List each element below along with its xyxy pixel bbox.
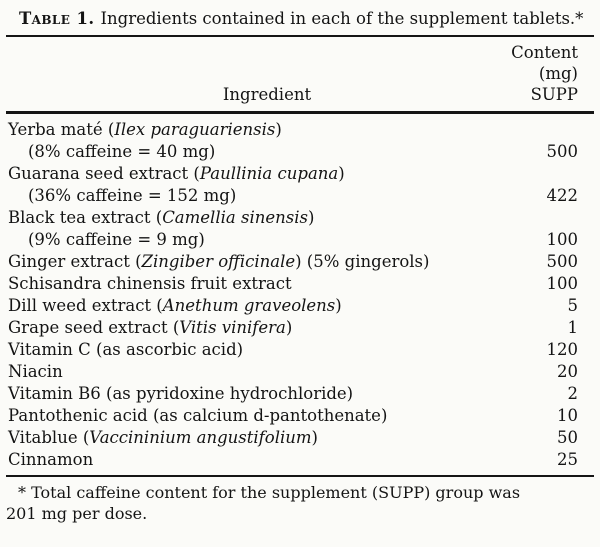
content-header-line-1: Content xyxy=(511,43,578,62)
ingredient-text: Vitablue (Vaccininium angustifolium) xyxy=(8,428,318,447)
content-value: 10 xyxy=(557,406,578,425)
column-header-content: Content (mg) SUPP xyxy=(468,42,594,105)
table-row-line: (9% caffeine = 9 mg) 100 xyxy=(6,229,594,251)
content-value xyxy=(506,163,594,185)
caption-text: Ingredients contained in each of the sup… xyxy=(100,9,584,28)
content-value: 422 xyxy=(546,186,579,205)
content-value xyxy=(506,119,594,141)
table-row-line: Ginger extract (Zingiber officinale) (5%… xyxy=(6,251,594,273)
header-rule xyxy=(6,111,594,114)
table-row-line: Vitamin C (as ascorbic acid) 120 xyxy=(6,339,594,361)
ingredient-text: Yerba maté (Ilex paraguariensis) xyxy=(8,120,282,139)
table-row-line: Vitablue (Vaccininium angustifolium) 50 xyxy=(6,427,594,449)
content-value: 1 xyxy=(567,318,579,337)
table-header: Ingredient Content (mg) SUPP xyxy=(6,37,594,111)
table-row-line: (8% caffeine = 40 mg) 500 xyxy=(6,141,594,163)
ingredient-text: Black tea extract (Camellia sinensis) xyxy=(8,208,315,227)
column-header-ingredient: Ingredient xyxy=(222,85,312,104)
ingredient-text: Ginger extract (Zingiber officinale) (5%… xyxy=(8,252,430,271)
ingredient-text: Dill weed extract (Anethum graveolens) xyxy=(8,296,342,315)
table-body: Yerba maté (Ilex paraguariensis) (8% caff… xyxy=(6,114,594,475)
table-row-line: Pantothenic acid (as calcium d-pantothen… xyxy=(6,405,594,427)
ingredient-text: (36% caffeine = 152 mg) xyxy=(28,186,237,205)
ingredient-text: Niacin xyxy=(8,362,63,381)
footnote-line-1: * Total caffeine content for the supplem… xyxy=(18,483,521,502)
content-value xyxy=(506,207,594,229)
table-row-line: Dill weed extract (Anethum graveolens) 5 xyxy=(6,295,594,317)
table-row-line: Black tea extract (Camellia sinensis) xyxy=(6,207,594,229)
table-footnote: * Total caffeine content for the supplem… xyxy=(6,482,594,524)
content-value: 25 xyxy=(557,450,578,469)
top-rule xyxy=(6,35,594,37)
table-label: Table 1. xyxy=(19,9,95,28)
table-row-line: Vitamin B6 (as pyridoxine hydrochloride)… xyxy=(6,383,594,405)
table-row-line: Schisandra chinensis fruit extract 100 xyxy=(6,273,594,295)
content-value: 100 xyxy=(546,230,579,249)
ingredient-text: Pantothenic acid (as calcium d-pantothen… xyxy=(8,406,388,425)
ingredient-text: (8% caffeine = 40 mg) xyxy=(28,142,216,161)
table-row-line: Niacin 20 xyxy=(6,361,594,383)
table-row-line: (36% caffeine = 152 mg) 422 xyxy=(6,185,594,207)
ingredient-text: Schisandra chinensis fruit extract xyxy=(8,274,292,293)
ingredient-text: (9% caffeine = 9 mg) xyxy=(28,230,205,249)
content-value: 100 xyxy=(546,274,579,293)
ingredient-text: Cinnamon xyxy=(8,450,94,469)
table-row-line: Grape seed extract (Vitis vinifera) 1 xyxy=(6,317,594,339)
table-caption: Table 1. Ingredients contained in each of… xyxy=(6,8,594,29)
content-value: 20 xyxy=(557,362,578,381)
content-value: 120 xyxy=(546,340,579,359)
content-value: 50 xyxy=(557,428,578,447)
table-row-line: Yerba maté (Ilex paraguariensis) xyxy=(6,119,594,141)
content-value: 5 xyxy=(567,296,579,315)
content-header-line-2: (mg) xyxy=(538,64,578,83)
ingredient-text: Grape seed extract (Vitis vinifera) xyxy=(8,318,293,337)
content-value: 2 xyxy=(567,384,579,403)
content-header-line-3: SUPP xyxy=(530,85,578,104)
bottom-rule xyxy=(6,475,594,477)
footnote-line-2: 201 mg per dose. xyxy=(6,504,148,523)
content-value: 500 xyxy=(546,252,579,271)
ingredient-text: Vitamin B6 (as pyridoxine hydrochloride) xyxy=(8,384,354,403)
ingredient-text: Guarana seed extract (Paullinia cupana) xyxy=(8,164,345,183)
table-row-line: Cinnamon 25 xyxy=(6,449,594,471)
ingredient-text: Vitamin C (as ascorbic acid) xyxy=(8,340,244,359)
table-row-line: Guarana seed extract (Paullinia cupana) xyxy=(6,163,594,185)
content-value: 500 xyxy=(546,142,579,161)
